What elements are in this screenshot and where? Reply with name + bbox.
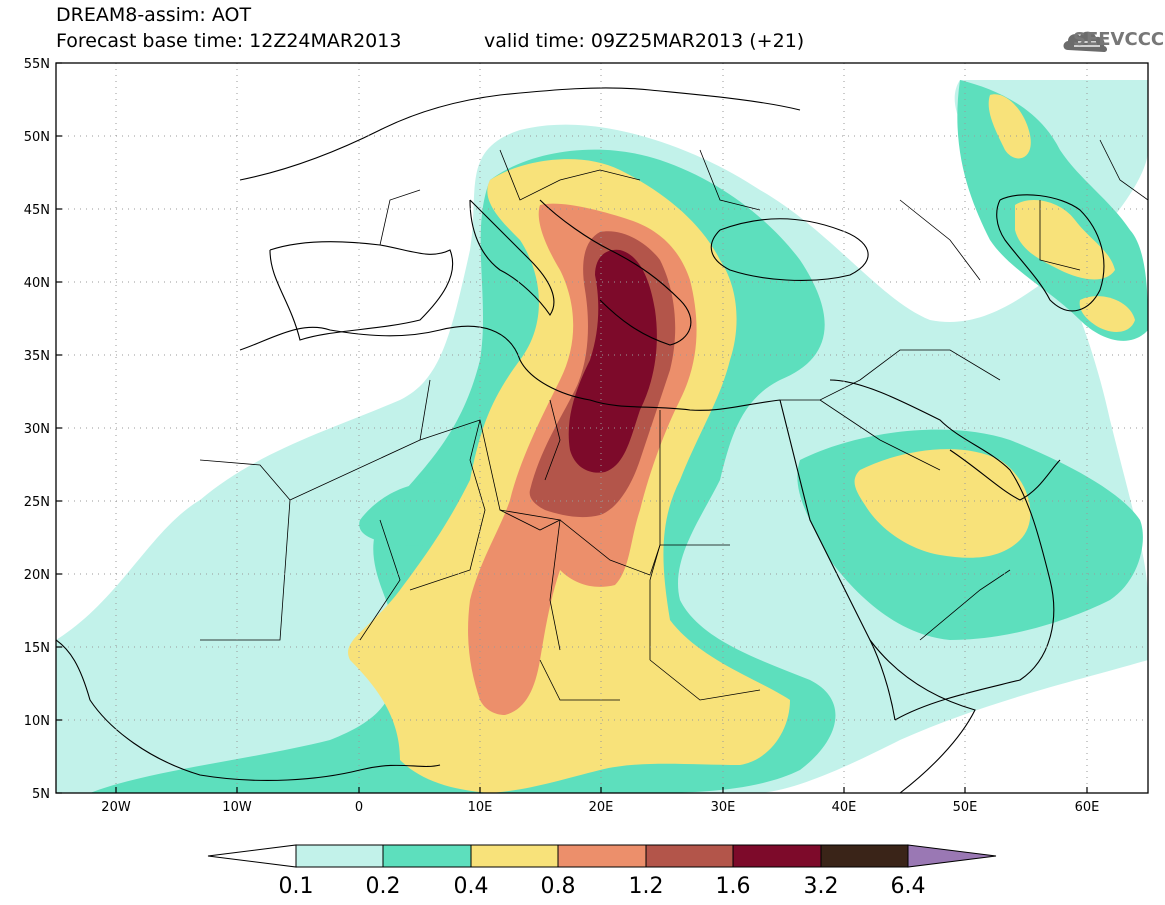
aot-contours bbox=[56, 80, 1148, 793]
coastline-black-sea bbox=[710, 218, 869, 281]
lon-label-0: 0 bbox=[355, 800, 363, 815]
lat-label-50n: 50N bbox=[24, 130, 50, 145]
forecast-base-time: Forecast base time: 12Z24MAR2013 bbox=[56, 30, 402, 52]
coastline-west-africa bbox=[56, 639, 441, 782]
lon-label-10e: 10E bbox=[468, 800, 493, 815]
colorbar-box-1-6 bbox=[732, 844, 822, 868]
colorbar-label-0-4: 0.4 bbox=[454, 874, 489, 899]
colorbar-box-1-2 bbox=[645, 844, 734, 868]
lat-label-35n: 35N bbox=[24, 349, 50, 364]
colorbar-over-arrow bbox=[907, 844, 997, 868]
tick-marks bbox=[56, 62, 1088, 794]
coastline-north-africa bbox=[239, 325, 781, 411]
colorbar bbox=[207, 844, 997, 868]
graticule bbox=[56, 63, 1148, 793]
colorbar-labels: 0.1 0.2 0.4 0.8 1.2 1.6 3.2 6.4 bbox=[279, 874, 926, 899]
lat-label-45n: 45N bbox=[24, 203, 50, 218]
aot-band-0-4-caspian2 bbox=[1079, 296, 1135, 332]
lon-label-50e: 50E bbox=[953, 800, 978, 815]
colorbar-box-3-2 bbox=[820, 844, 909, 868]
lat-label-10n: 10N bbox=[24, 714, 50, 729]
lon-label-20e: 20E bbox=[589, 800, 614, 815]
colorbar-box-0-4 bbox=[470, 844, 559, 868]
aot-band-0-4-north bbox=[988, 94, 1031, 159]
coastline-balkans bbox=[539, 199, 692, 346]
colorbar-label-1-6: 1.6 bbox=[716, 874, 751, 899]
colorbar-label-1-2: 1.2 bbox=[629, 874, 664, 899]
valid-time: valid time: 09Z25MAR2013 (+21) bbox=[484, 30, 805, 52]
lat-label-40n: 40N bbox=[24, 276, 50, 291]
longitude-labels: 20W 10W 0 10E 20E 30E 40E 50E 60E bbox=[101, 800, 1099, 815]
lon-label-20w: 20W bbox=[101, 800, 131, 815]
lat-label-5n: 5N bbox=[32, 787, 50, 802]
lat-label-55n: 55N bbox=[24, 57, 50, 72]
cloud-icon bbox=[1063, 31, 1107, 52]
colorbar-label-3-2: 3.2 bbox=[804, 874, 839, 899]
colorbar-label-0-8: 0.8 bbox=[541, 874, 576, 899]
aot-band-1-6 bbox=[568, 249, 657, 473]
latitude-labels: 55N 50N 45N 40N 35N 30N 25N 20N 15N 10N … bbox=[24, 57, 50, 802]
colorbar-box-0-1 bbox=[295, 844, 384, 868]
coastline-iberia bbox=[269, 241, 454, 341]
lon-label-30e: 30E bbox=[711, 800, 736, 815]
product-title: DREAM8-assim: AOT bbox=[56, 4, 252, 26]
lon-label-40e: 40E bbox=[832, 800, 857, 815]
coastline-gulf bbox=[949, 449, 1061, 501]
lon-label-10w: 10W bbox=[222, 800, 252, 815]
lat-label-25n: 25N bbox=[24, 495, 50, 510]
lat-label-15n: 15N bbox=[24, 641, 50, 656]
coastline-caspian bbox=[996, 194, 1105, 312]
coastline-levant-red-sea bbox=[779, 399, 896, 721]
colorbar-under-arrow bbox=[207, 844, 297, 868]
lat-label-20n: 20N bbox=[24, 568, 50, 583]
colorbar-label-0-1: 0.1 bbox=[279, 874, 314, 899]
colorbar-label-6-4: 6.4 bbox=[891, 874, 926, 899]
coastline-horn-africa bbox=[869, 639, 976, 793]
lat-label-30n: 30N bbox=[24, 422, 50, 437]
coastline-europe-north bbox=[239, 87, 801, 181]
colorbar-label-0-2: 0.2 bbox=[366, 874, 401, 899]
coastline-arabia bbox=[829, 379, 1055, 721]
colorbar-box-0-8 bbox=[557, 844, 647, 868]
lon-label-60e: 60E bbox=[1075, 800, 1100, 815]
borders bbox=[199, 139, 1148, 701]
coastline-italy bbox=[469, 199, 555, 316]
colorbar-box-0-2 bbox=[382, 844, 472, 868]
seevccc-logo-text: SEEVCCC bbox=[1073, 29, 1165, 50]
coastlines bbox=[56, 87, 1105, 793]
